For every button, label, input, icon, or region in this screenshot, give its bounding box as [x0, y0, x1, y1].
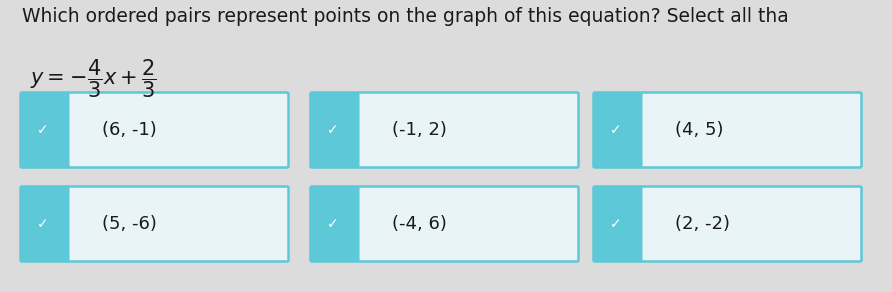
FancyBboxPatch shape: [593, 187, 862, 262]
FancyBboxPatch shape: [310, 93, 359, 168]
Bar: [595, 94, 637, 166]
Bar: [43, 94, 68, 166]
Text: ✓: ✓: [610, 123, 622, 137]
Bar: [43, 188, 68, 260]
Text: (2, -2): (2, -2): [675, 215, 730, 233]
Text: ✓: ✓: [37, 123, 49, 137]
Text: ✓: ✓: [37, 217, 49, 231]
Text: Which ordered pairs represent points on the graph of this equation? Select all t: Which ordered pairs represent points on …: [22, 7, 789, 26]
Text: ✓: ✓: [327, 217, 339, 231]
Bar: [312, 94, 354, 166]
Bar: [616, 188, 641, 260]
FancyBboxPatch shape: [21, 187, 288, 262]
Text: (4, 5): (4, 5): [675, 121, 723, 139]
FancyBboxPatch shape: [593, 93, 642, 168]
FancyBboxPatch shape: [310, 187, 359, 262]
Text: (-4, 6): (-4, 6): [392, 215, 447, 233]
FancyBboxPatch shape: [310, 93, 579, 168]
Text: ✓: ✓: [327, 123, 339, 137]
FancyBboxPatch shape: [593, 93, 862, 168]
Text: (5, -6): (5, -6): [102, 215, 157, 233]
Bar: [22, 94, 64, 166]
Text: ✓: ✓: [610, 217, 622, 231]
Text: (-1, 2): (-1, 2): [392, 121, 447, 139]
Text: $y = \!-\!\dfrac{4}{3}x + \dfrac{2}{3}$: $y = \!-\!\dfrac{4}{3}x + \dfrac{2}{3}$: [30, 57, 156, 100]
Bar: [333, 188, 358, 260]
FancyBboxPatch shape: [310, 187, 579, 262]
Bar: [333, 94, 358, 166]
FancyBboxPatch shape: [21, 93, 288, 168]
Text: (6, -1): (6, -1): [102, 121, 157, 139]
Bar: [312, 188, 354, 260]
FancyBboxPatch shape: [21, 93, 70, 168]
FancyBboxPatch shape: [21, 187, 70, 262]
Bar: [616, 94, 641, 166]
FancyBboxPatch shape: [593, 187, 642, 262]
Bar: [595, 188, 637, 260]
Bar: [22, 188, 64, 260]
